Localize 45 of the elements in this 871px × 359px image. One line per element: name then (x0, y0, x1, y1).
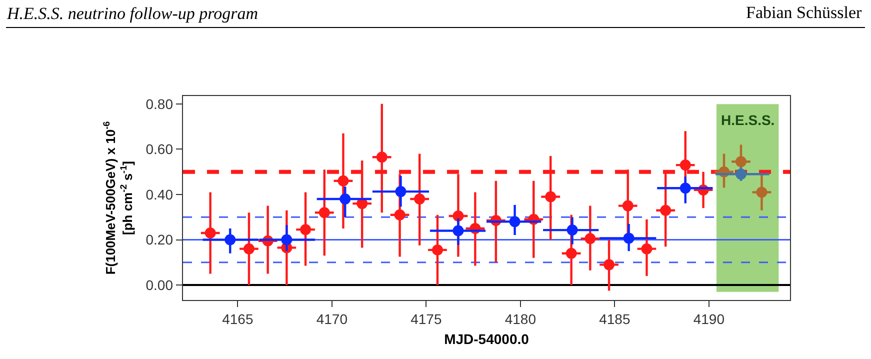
x-tick-label: 4175 (410, 311, 442, 327)
point (680, 160, 691, 171)
point (281, 234, 292, 246)
point (623, 232, 634, 244)
point (735, 156, 746, 168)
y-tick-label: 0.60 (146, 141, 174, 158)
text: Fabian Schüssler (746, 3, 862, 22)
point (338, 175, 349, 186)
point (394, 209, 406, 220)
point (680, 182, 691, 194)
point (660, 204, 672, 216)
y-tick-label: 0.40 (146, 186, 174, 202)
x-tick-label: 4170 (316, 311, 348, 327)
point (452, 210, 464, 222)
x-tick-label: 4185 (599, 311, 630, 327)
y-tick-label: 0.20 (146, 232, 174, 248)
point (452, 225, 464, 236)
y-tick-label: 0.80 (146, 96, 174, 112)
point (566, 248, 577, 259)
point (545, 191, 556, 202)
point (566, 224, 578, 236)
point (756, 186, 768, 198)
point (432, 244, 443, 256)
point (204, 227, 216, 238)
x-tick-label: 4165 (222, 311, 254, 327)
point (340, 194, 351, 205)
point (243, 243, 254, 254)
point (604, 259, 615, 270)
point (395, 186, 406, 198)
band-label: H.E.S.S. (721, 112, 775, 128)
point (300, 224, 312, 236)
point (318, 207, 330, 218)
point (376, 152, 388, 163)
point (224, 234, 236, 246)
point (735, 168, 746, 180)
x-tick-label: 4180 (504, 311, 536, 327)
point (622, 200, 634, 212)
point (584, 233, 596, 244)
y-tick-label: 0.00 (146, 276, 174, 293)
point (414, 194, 426, 205)
point (509, 216, 520, 228)
chart-title: H.E.S.S. neutrino follow-up program (6, 4, 258, 23)
x-tick-label: 4190 (693, 311, 725, 327)
x-axis-title: MJD-54000.0 (444, 331, 530, 348)
point (641, 243, 652, 254)
